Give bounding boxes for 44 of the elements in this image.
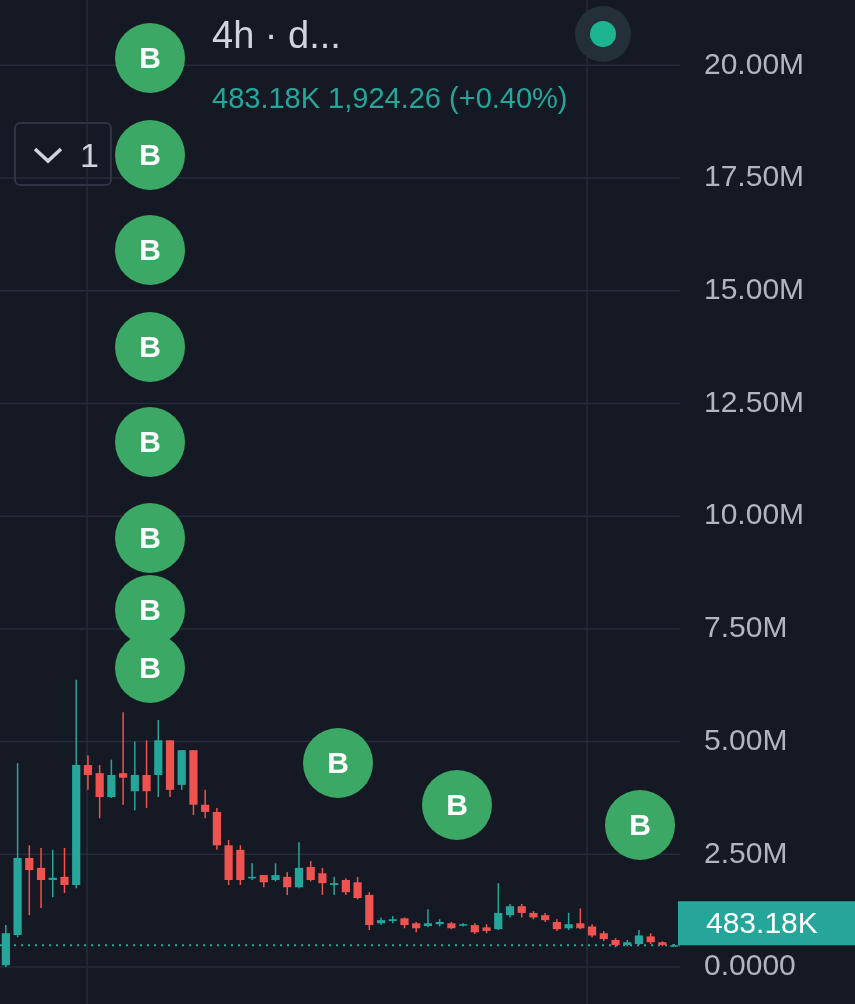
candlestick [353,876,362,901]
candlestick [201,789,210,820]
candlestick [130,740,139,811]
y-tick-label: 5.00M [704,722,788,756]
candlestick [36,847,46,909]
candlestick [25,844,34,916]
letter-badge: B [422,770,492,840]
candlestick [107,758,116,799]
letter-badge: B [115,407,185,477]
chart-title: 4h · d... [212,14,341,57]
candlestick [423,908,433,929]
candlestick [318,867,327,896]
letter-badge: B [115,312,185,382]
y-tick-label: 10.00M [704,497,805,531]
candlestick [95,764,104,820]
candlestick [83,754,93,791]
candlestick [271,862,280,883]
candlestick [119,711,128,806]
y-tick-label: 15.00M [704,272,805,306]
y-tick-label: 20.00M [704,46,805,80]
candlestick [376,916,386,926]
ref-line-label: 483.18K [706,905,818,939]
candlestick [60,847,69,894]
y-tick-label: 12.50M [704,384,805,418]
text: 483.18K 1,924.26 (+0.40%) [212,82,568,115]
candlestick [330,876,339,896]
candlestick [142,739,151,809]
y-tick-label: 0.0000 [704,948,796,982]
candlestick [576,907,585,930]
candlestick [283,871,292,896]
letter-badge: B [115,23,185,93]
candlestick [494,882,503,931]
candlestick [294,841,304,889]
y-tick-label: 2.50M [704,835,788,869]
candlestick [388,915,397,925]
letter-badge: B [115,503,185,573]
letter-badge: B [605,790,675,860]
y-tick-label: 17.50M [704,159,805,193]
letter-badge: B [115,215,185,285]
letter-badge: B [115,120,185,190]
annotation: 1 [80,136,99,175]
candlestick [306,860,315,883]
letter-badge: B [303,728,373,798]
y-tick-label: 7.50M [704,610,788,644]
